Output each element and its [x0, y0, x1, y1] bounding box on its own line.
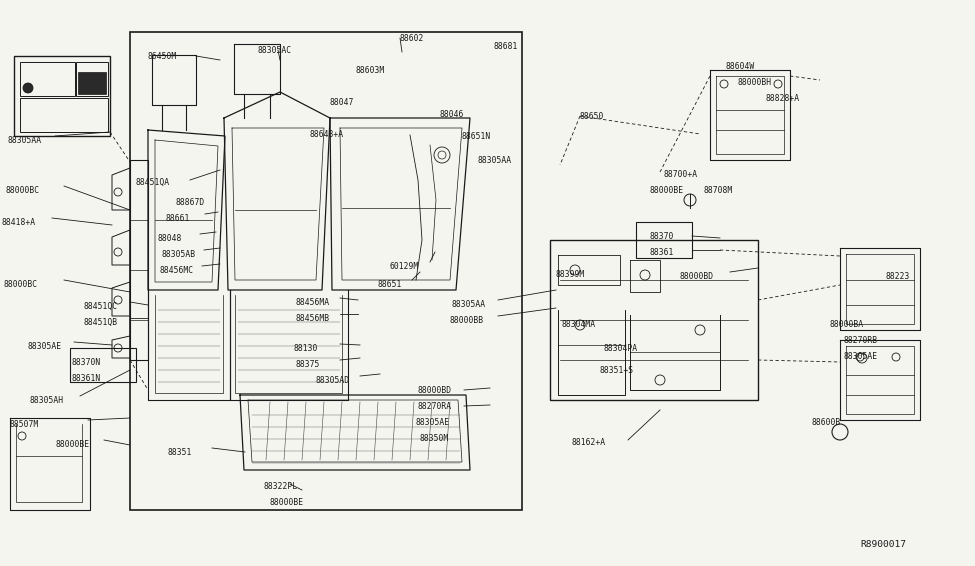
Text: 88602: 88602 [400, 34, 424, 43]
Text: 88322PL: 88322PL [264, 482, 298, 491]
Text: 88000BE: 88000BE [56, 440, 90, 449]
Text: 88000BE: 88000BE [270, 498, 304, 507]
Text: 88000BA: 88000BA [830, 320, 864, 329]
Text: 88270RB: 88270RB [844, 336, 878, 345]
Text: 88000BD: 88000BD [680, 272, 714, 281]
Text: 88270RA: 88270RA [418, 402, 452, 411]
Text: 88000BD: 88000BD [418, 386, 452, 395]
Text: 88305AA: 88305AA [452, 300, 487, 309]
Text: 88828+A: 88828+A [766, 94, 800, 103]
Text: 88451QB: 88451QB [84, 318, 118, 327]
Text: 88375: 88375 [296, 360, 321, 369]
Text: 88305AE: 88305AE [844, 352, 878, 361]
Text: 88650: 88650 [580, 112, 604, 121]
Text: 88305AC: 88305AC [258, 46, 292, 55]
Circle shape [23, 83, 33, 93]
Bar [636, 222, 692, 258]
Text: 88399M: 88399M [556, 270, 585, 279]
Text: 88603M: 88603M [356, 66, 385, 75]
Text: 88456MB: 88456MB [296, 314, 331, 323]
Text: 88162+A: 88162+A [572, 438, 606, 447]
Text: 88223: 88223 [886, 272, 911, 281]
Bar [20, 98, 108, 132]
Text: 88130: 88130 [294, 344, 319, 353]
Bar [130, 32, 522, 510]
Text: 88304MA: 88304MA [562, 320, 596, 329]
Text: 86450M: 86450M [148, 52, 177, 61]
Text: 88000BC: 88000BC [4, 280, 38, 289]
Text: 88370N: 88370N [72, 358, 101, 367]
Bar [550, 240, 758, 400]
Text: 88507M: 88507M [10, 420, 39, 429]
Text: 88351+S: 88351+S [600, 366, 634, 375]
Text: 88046: 88046 [440, 110, 464, 119]
Bar [70, 348, 136, 382]
Text: 88305AD: 88305AD [316, 376, 350, 385]
Text: 88350M: 88350M [420, 434, 449, 443]
Text: 88000BH: 88000BH [738, 78, 772, 87]
Text: 88681: 88681 [494, 42, 519, 51]
Bar [14, 56, 110, 136]
Text: 88600B: 88600B [812, 418, 841, 427]
Text: 88000BC: 88000BC [6, 186, 40, 195]
Bar [20, 62, 75, 96]
Text: 88361N: 88361N [72, 374, 101, 383]
Text: 88000BB: 88000BB [450, 316, 485, 325]
Text: 88305AB: 88305AB [162, 250, 196, 259]
Text: 88351: 88351 [168, 448, 192, 457]
Text: 88648+A: 88648+A [310, 130, 344, 139]
Text: R8900017: R8900017 [860, 540, 906, 549]
Text: 88048: 88048 [158, 234, 182, 243]
Text: 88456MC: 88456MC [160, 266, 194, 275]
Bar [78, 72, 106, 94]
Text: 88305AE: 88305AE [28, 342, 62, 351]
Text: 88700+A: 88700+A [664, 170, 698, 179]
Text: 88305AA: 88305AA [478, 156, 512, 165]
Text: 88418+A: 88418+A [2, 218, 36, 227]
Text: 88361: 88361 [650, 248, 675, 257]
Text: 88305AE: 88305AE [416, 418, 450, 427]
Text: 88604W: 88604W [726, 62, 756, 71]
Text: 88047: 88047 [330, 98, 354, 107]
Text: 88651N: 88651N [462, 132, 491, 141]
Text: 88708M: 88708M [704, 186, 733, 195]
Text: 88456MA: 88456MA [296, 298, 331, 307]
Text: 88651: 88651 [378, 280, 403, 289]
Text: 88305AH: 88305AH [30, 396, 64, 405]
Text: 88304PA: 88304PA [604, 344, 638, 353]
Text: 88000BE: 88000BE [650, 186, 684, 195]
Bar [76, 62, 108, 96]
Text: 88451QC: 88451QC [84, 302, 118, 311]
Text: 60129M: 60129M [390, 262, 419, 271]
Text: 88305AA: 88305AA [8, 136, 42, 145]
Text: 88661: 88661 [165, 214, 189, 223]
Text: 88867D: 88867D [176, 198, 206, 207]
Text: 88370: 88370 [650, 232, 675, 241]
Text: 88451QA: 88451QA [136, 178, 170, 187]
